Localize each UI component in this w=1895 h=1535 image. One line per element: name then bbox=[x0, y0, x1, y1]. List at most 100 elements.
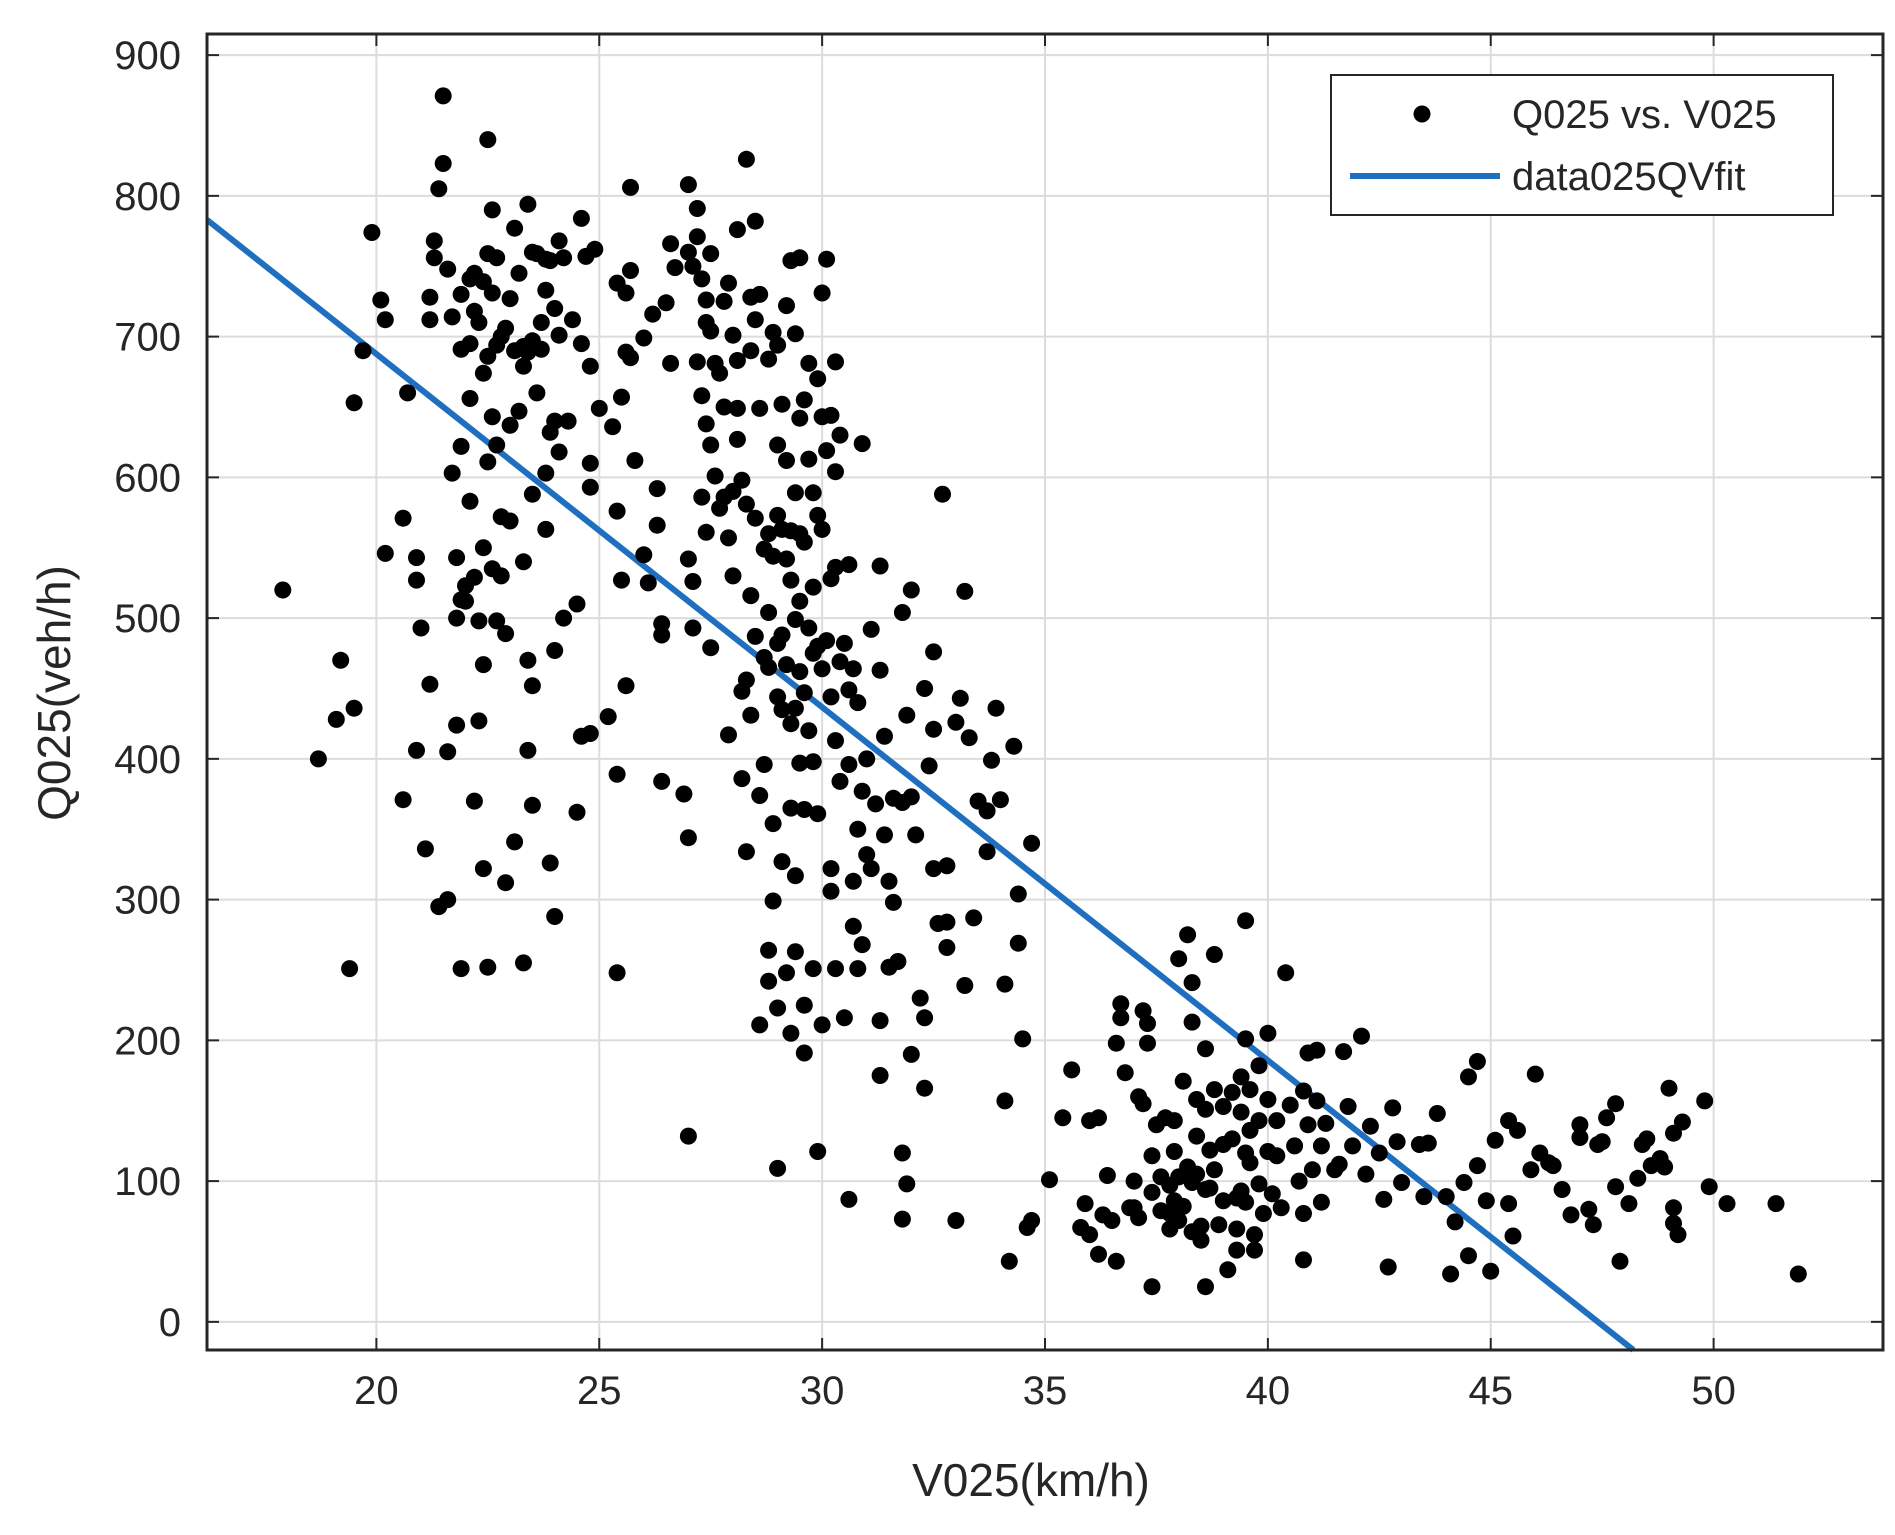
data-point bbox=[791, 663, 809, 681]
data-point bbox=[1041, 1171, 1058, 1189]
data-point bbox=[1174, 1072, 1192, 1090]
data-point bbox=[737, 495, 755, 513]
data-point bbox=[474, 364, 492, 382]
data-point bbox=[827, 353, 844, 371]
data-point bbox=[497, 625, 515, 643]
data-point bbox=[884, 893, 902, 911]
x-tick-label: 50 bbox=[1691, 1369, 1736, 1413]
data-point bbox=[483, 201, 501, 219]
data-point bbox=[1295, 1082, 1312, 1100]
data-point bbox=[501, 512, 519, 530]
data-point bbox=[978, 802, 996, 820]
x-axis-title: V025(km/h) bbox=[912, 1454, 1150, 1506]
data-point bbox=[515, 553, 532, 571]
data-point bbox=[996, 975, 1014, 993]
data-point bbox=[1139, 1015, 1156, 1032]
data-point bbox=[800, 619, 818, 637]
data-point bbox=[1259, 1024, 1277, 1042]
data-point bbox=[613, 388, 630, 406]
data-point bbox=[938, 939, 956, 956]
data-point bbox=[474, 656, 492, 674]
data-point bbox=[461, 390, 479, 407]
data-point bbox=[1205, 1081, 1223, 1099]
data-point bbox=[555, 249, 573, 267]
data-point bbox=[1183, 974, 1201, 992]
data-point bbox=[1000, 1252, 1018, 1270]
data-point bbox=[497, 319, 515, 337]
data-point bbox=[1246, 1226, 1263, 1244]
data-point bbox=[769, 336, 787, 354]
data-point bbox=[1419, 1134, 1437, 1152]
data-point bbox=[1237, 1193, 1255, 1211]
data-point bbox=[461, 492, 479, 510]
data-point bbox=[822, 688, 840, 706]
data-point bbox=[1509, 1121, 1526, 1139]
legend-marker-points bbox=[1413, 105, 1431, 123]
data-point bbox=[724, 567, 742, 585]
data-point bbox=[925, 643, 943, 661]
data-point bbox=[541, 252, 559, 270]
data-point bbox=[608, 964, 626, 982]
data-point bbox=[925, 860, 943, 878]
data-point bbox=[1700, 1178, 1718, 1196]
data-point bbox=[778, 964, 795, 982]
data-point bbox=[572, 209, 590, 227]
data-point bbox=[1223, 1130, 1241, 1148]
data-point bbox=[902, 1045, 920, 1063]
data-point bbox=[987, 699, 1005, 717]
data-point bbox=[532, 340, 550, 358]
legend-box bbox=[1330, 74, 1834, 216]
data-point bbox=[684, 619, 702, 637]
data-point bbox=[1076, 1195, 1094, 1213]
data-point bbox=[515, 357, 532, 375]
data-point bbox=[920, 757, 938, 775]
data-point bbox=[813, 284, 831, 302]
data-point bbox=[702, 322, 720, 340]
data-point bbox=[679, 1127, 697, 1145]
data-point bbox=[666, 259, 684, 277]
data-point bbox=[684, 257, 702, 275]
data-point bbox=[443, 308, 461, 326]
data-point bbox=[581, 478, 599, 496]
data-point bbox=[916, 1009, 934, 1027]
data-point bbox=[1468, 1157, 1486, 1175]
data-point bbox=[773, 626, 791, 644]
data-point bbox=[622, 349, 639, 367]
data-point bbox=[537, 464, 555, 482]
data-point bbox=[604, 418, 622, 436]
data-point bbox=[465, 792, 483, 810]
data-point bbox=[858, 846, 876, 864]
legend[interactable]: Q025 vs. V025 data025QVfit bbox=[1330, 74, 1834, 216]
data-point bbox=[751, 1016, 769, 1034]
data-point bbox=[626, 452, 644, 469]
axis-ticks bbox=[207, 34, 1883, 1350]
data-point bbox=[639, 574, 657, 592]
data-point bbox=[452, 285, 470, 303]
data-point bbox=[1188, 1127, 1206, 1145]
fit-line-layer bbox=[205, 217, 1636, 1353]
data-point bbox=[809, 370, 827, 388]
data-point bbox=[1259, 1091, 1277, 1108]
y-tick-label: 800 bbox=[114, 175, 181, 219]
data-point bbox=[867, 795, 885, 813]
data-point bbox=[1415, 1188, 1433, 1206]
data-point bbox=[728, 221, 746, 239]
data-point bbox=[835, 634, 853, 652]
data-point bbox=[376, 544, 394, 562]
data-point bbox=[1379, 1258, 1397, 1276]
data-point bbox=[439, 891, 457, 909]
data-point bbox=[1143, 1278, 1161, 1296]
data-point bbox=[778, 550, 795, 568]
data-point bbox=[439, 260, 457, 278]
data-point bbox=[813, 660, 831, 678]
data-point bbox=[1486, 1131, 1504, 1149]
data-point bbox=[804, 960, 822, 978]
data-point bbox=[1446, 1213, 1464, 1231]
data-point bbox=[1250, 1175, 1268, 1193]
data-point bbox=[862, 620, 880, 638]
data-point bbox=[1571, 1116, 1589, 1134]
data-point bbox=[737, 843, 755, 861]
data-point bbox=[1112, 1009, 1130, 1027]
data-point bbox=[1553, 1181, 1571, 1198]
data-point bbox=[274, 581, 292, 599]
